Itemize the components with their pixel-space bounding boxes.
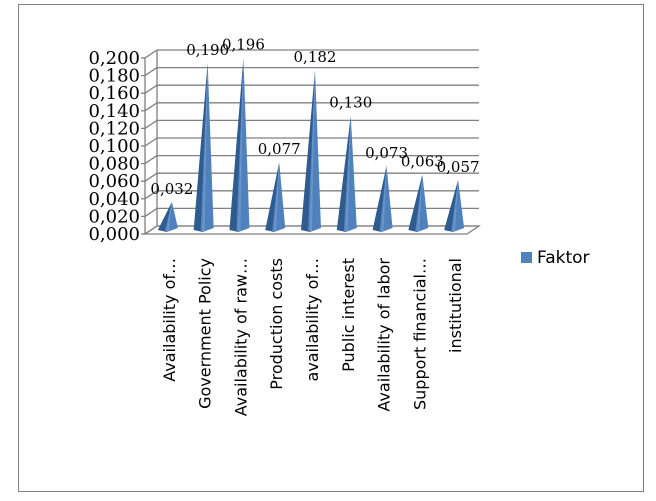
- y-tick-label: 0,020: [88, 206, 140, 227]
- y-tick-label: 0,060: [88, 171, 140, 192]
- y-tick-label: 0,200: [88, 48, 140, 69]
- bar: [157, 201, 178, 232]
- data-label: 0,196: [222, 36, 265, 54]
- side-gridline: [144, 155, 158, 165]
- x-tick-label: institutional: [446, 258, 465, 353]
- side-gridline: [144, 84, 158, 94]
- x-tick-label: availability of…: [303, 258, 322, 382]
- legend-swatch: [521, 252, 532, 263]
- side-gridline: [144, 207, 158, 217]
- side-gridline: [144, 172, 158, 182]
- x-tick-label: Government Policy: [196, 258, 215, 409]
- data-label: 0,077: [258, 140, 301, 158]
- legend: Faktor: [521, 248, 590, 268]
- y-axis: 0,0000,0200,0400,0600,0800,1000,1200,140…: [88, 48, 146, 245]
- bars: [157, 57, 465, 232]
- bar: [336, 115, 357, 232]
- bar: [372, 165, 393, 232]
- data-label: 0,130: [329, 94, 372, 112]
- y-tick-label: 0,160: [88, 83, 140, 104]
- x-tick-label: Production costs: [267, 258, 286, 390]
- data-label: 0,063: [401, 153, 444, 171]
- x-tick-label: Availability of…: [160, 258, 179, 382]
- bar: [193, 62, 214, 232]
- y-tick-label: 0,120: [88, 118, 140, 139]
- data-label: 0,057: [437, 158, 480, 176]
- side-gridline: [144, 102, 158, 112]
- x-tick-label: Support financial…: [410, 258, 429, 410]
- floor: [142, 225, 482, 235]
- data-label: 0,073: [365, 144, 408, 162]
- bar: [408, 174, 429, 232]
- x-axis: Availability of… Government Policy Availab…: [160, 258, 465, 417]
- y-tick-label: 0,080: [88, 154, 140, 175]
- y-tick-label: 0,000: [88, 224, 140, 245]
- x-tick-label: Public interest: [339, 258, 358, 372]
- bar: [301, 69, 321, 232]
- data-label: 0,182: [294, 48, 337, 66]
- bar: [265, 162, 286, 232]
- side-gridline: [144, 137, 158, 147]
- bar: [229, 57, 250, 232]
- y-tick-label: 0,140: [88, 101, 140, 122]
- side-gridline: [144, 49, 158, 59]
- y-tick-label: 0,040: [88, 189, 140, 210]
- y-tick-label: 0,100: [88, 136, 140, 157]
- side-gridline: [144, 119, 158, 129]
- data-label: 0,032: [150, 180, 193, 198]
- y-tick-label: 0,180: [88, 66, 140, 87]
- bar: [444, 179, 465, 232]
- data-label: 0,190: [186, 41, 229, 59]
- legend-label: Faktor: [537, 248, 590, 268]
- x-tick-label: Availability of raw…: [231, 258, 250, 416]
- x-tick-label: Availability of labor: [375, 258, 394, 412]
- side-gridline: [144, 190, 158, 200]
- side-gridline: [144, 67, 158, 77]
